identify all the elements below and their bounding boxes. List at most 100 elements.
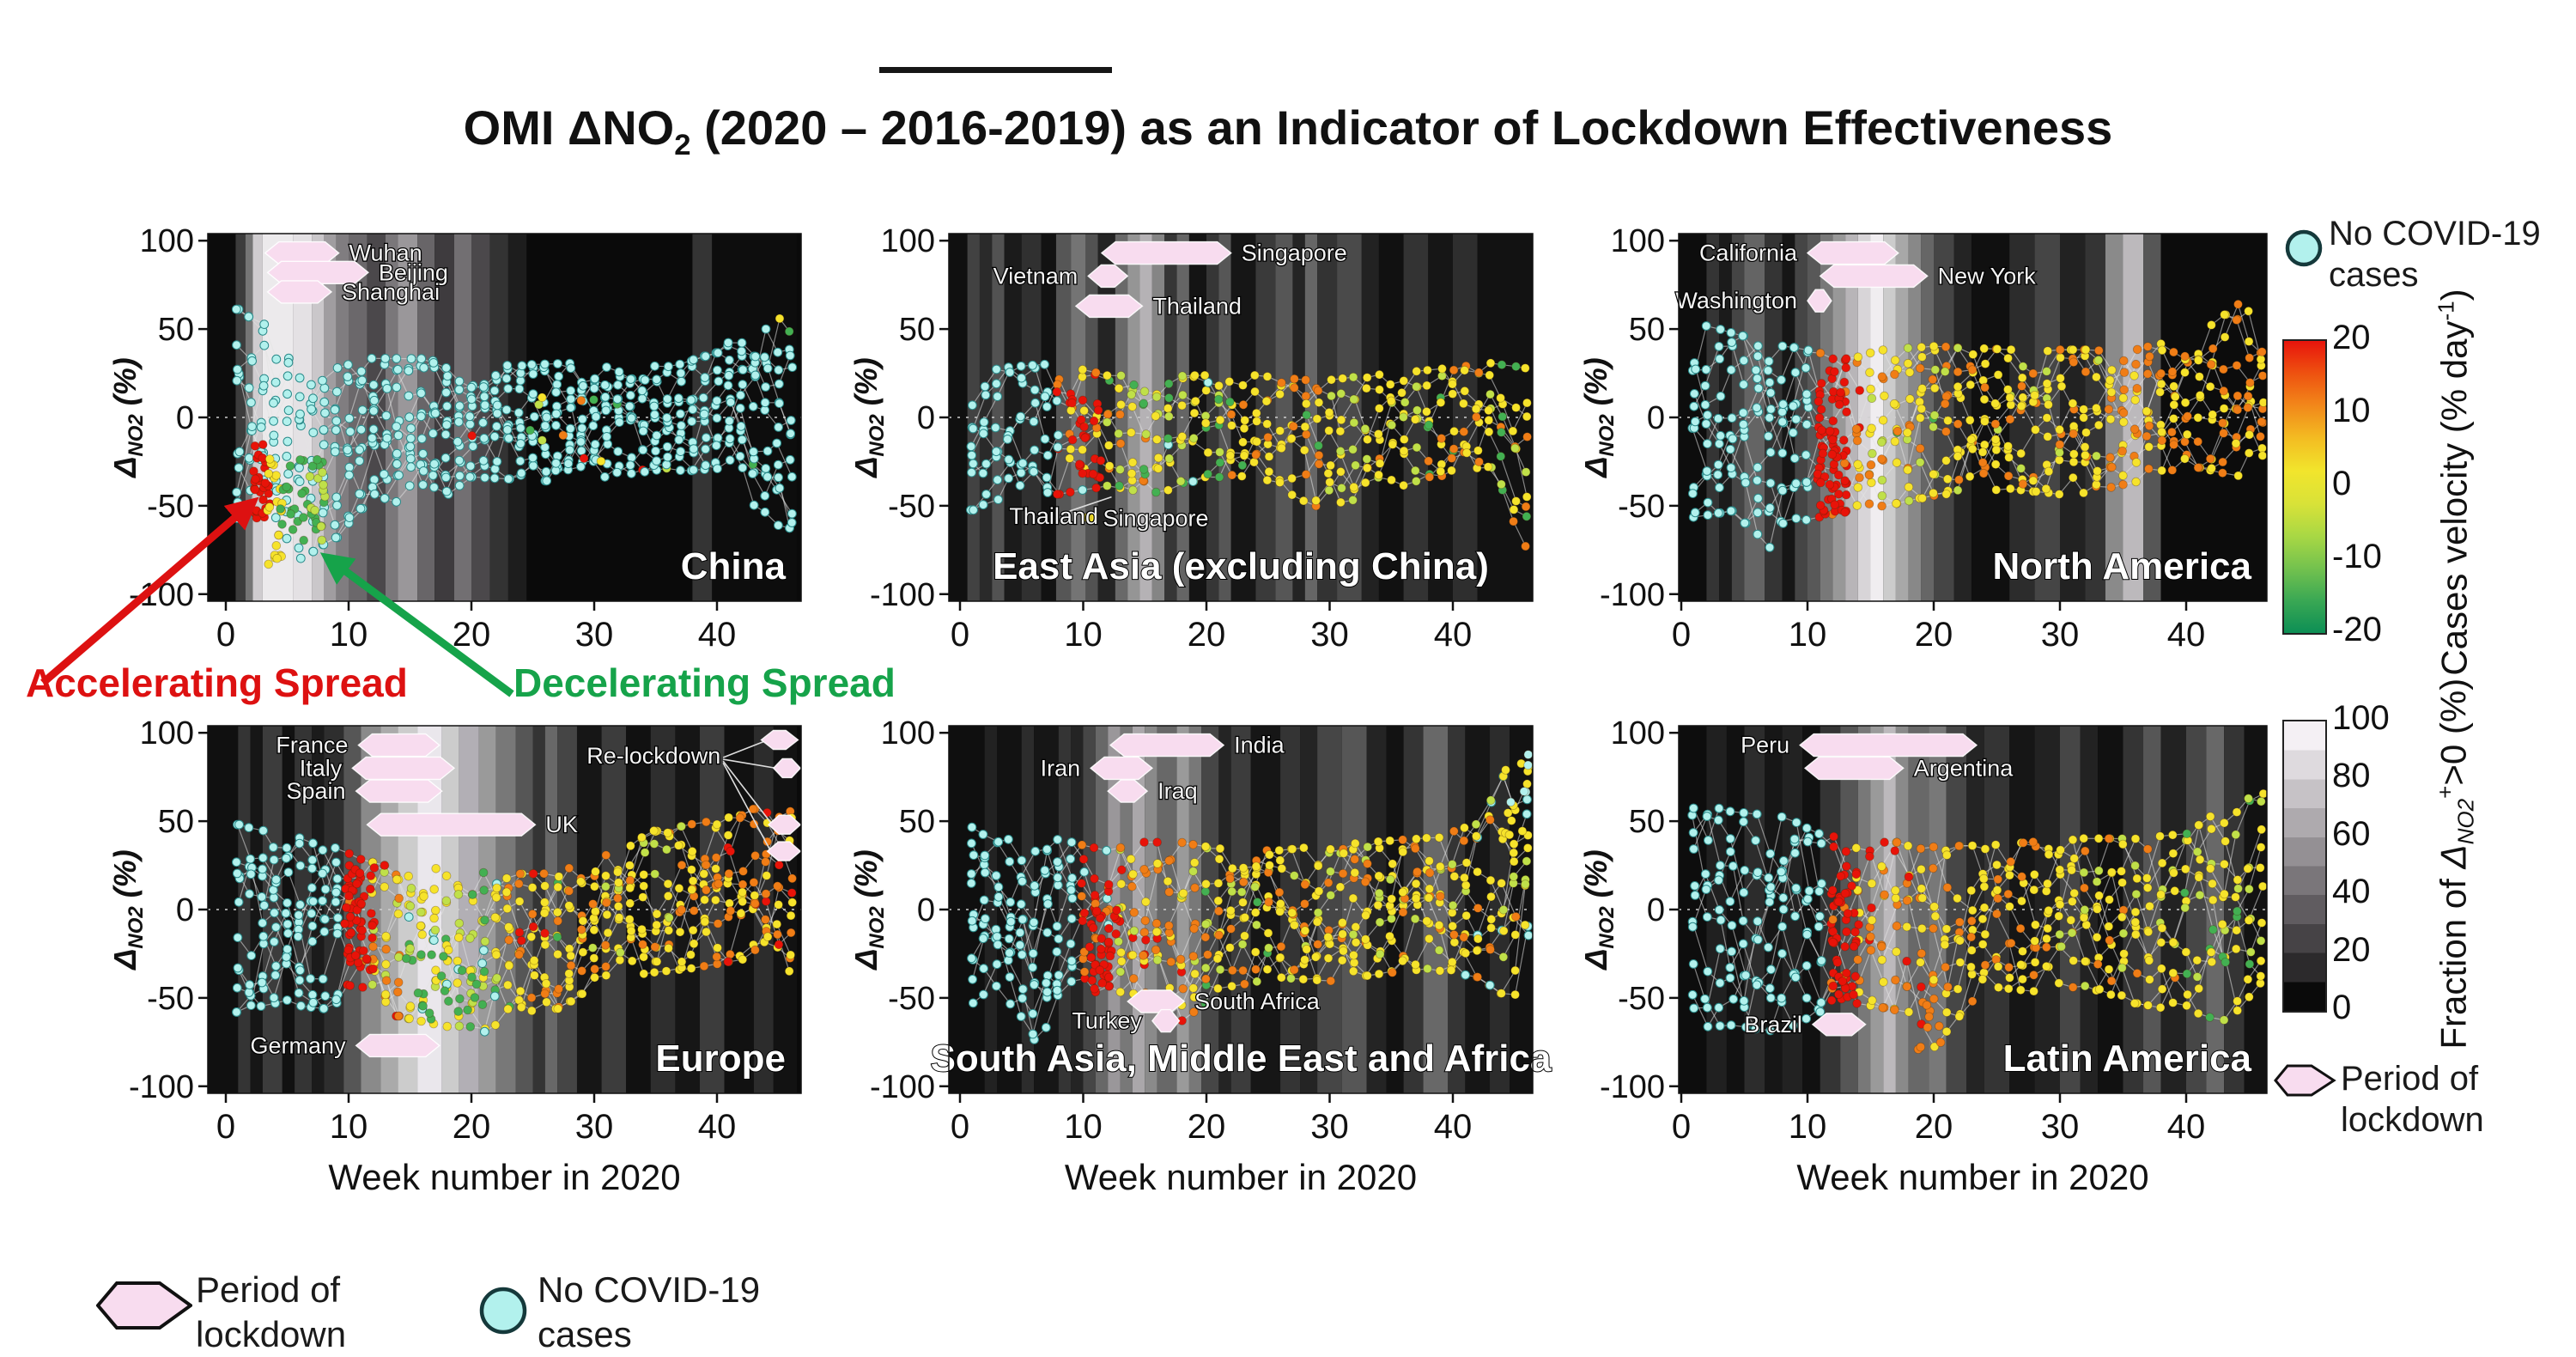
scatter-points <box>231 304 798 569</box>
legend-lockdown-right-line1: Period of <box>2341 1060 2479 1098</box>
lockdown-label: Brazil <box>1744 1012 1802 1038</box>
fraction-colorbar <box>2282 720 2327 1013</box>
velocity-tick-label: -10 <box>2332 538 2382 575</box>
lockdown-hexagon <box>1089 756 1154 781</box>
y-tick-label: 100 <box>1611 715 1665 752</box>
y-tick-label: 50 <box>1629 804 1665 840</box>
legend-no-cases-bottom-line2: cases <box>538 1314 632 1354</box>
x-tick-label: 30 <box>1310 1108 1349 1146</box>
y-axis-label: ΔNO2 (%) <box>107 849 148 971</box>
fraction-label-sub: NO2 <box>2452 798 2479 845</box>
lockdown-hexagon <box>768 814 802 835</box>
y-tick-label: -100 <box>129 1069 194 1105</box>
decelerating-arrow <box>319 552 514 697</box>
lockdown-label: Thailand <box>1152 293 1242 319</box>
lockdown-hexagon <box>1074 294 1144 319</box>
lockdown-label: France <box>276 733 348 758</box>
y-tick-label: 0 <box>176 892 194 928</box>
x-tick-label: 40 <box>2167 1108 2206 1146</box>
title-part3: ) as an Indicator of Lockdown Effectiven… <box>1110 100 2113 155</box>
lockdown-hexagon <box>1799 733 1978 758</box>
y-axis-label: ΔNO2 (%) <box>848 357 889 479</box>
lockdown-hexagon <box>357 733 440 758</box>
lockdown-hexagon <box>1087 264 1129 289</box>
y-tick-label: 100 <box>881 715 935 752</box>
velocity-label-post: ) <box>2433 289 2475 301</box>
y-tick-label: -50 <box>147 981 194 1017</box>
x-tick-label: 0 <box>216 616 235 654</box>
lockdown-label: UK <box>545 812 578 837</box>
lockdown-label: Germany <box>251 1032 347 1058</box>
legend-no-cases-line2: cases <box>2329 256 2419 294</box>
region-name: South Asia, Middle East and Africa <box>931 1038 1552 1080</box>
figure-title: OMI ΔNO2 (2020 – 2016-2019) as an Indica… <box>0 67 2576 162</box>
callout-label: Thailand <box>1009 503 1098 529</box>
x-tick-label: 0 <box>216 1108 235 1146</box>
x-tick-label: 40 <box>1434 1108 1473 1146</box>
lockdown-label: Vietnam <box>993 263 1078 289</box>
legend-lockdown-right: Period of lockdown <box>2341 1058 2484 1141</box>
x-tick-label: 30 <box>575 1108 614 1146</box>
lockdown-label: Peru <box>1741 733 1789 758</box>
lockdown-label: Argentina <box>1914 755 2014 781</box>
x-tick-label: 10 <box>330 616 368 654</box>
x-tick-label: 10 <box>1064 616 1103 654</box>
x-tick-label: 0 <box>951 616 969 654</box>
lockdown-hexagon <box>1107 779 1149 803</box>
x-tick-label: 20 <box>453 1108 491 1146</box>
x-tick-label: 10 <box>1789 616 1827 654</box>
x-tick-label: 20 <box>1188 616 1226 654</box>
velocity-tick-label: 10 <box>2332 392 2371 429</box>
velocity-tick-label: 20 <box>2332 319 2371 356</box>
legend-no-cases-bottom: No COVID-19 cases <box>538 1268 760 1357</box>
x-tick-label: 10 <box>1064 1108 1103 1146</box>
x-tick-label: 30 <box>575 616 614 654</box>
y-tick-label: 0 <box>917 400 935 436</box>
lockdown-hexagon <box>1151 1008 1181 1033</box>
y-tick-label: -100 <box>870 577 935 613</box>
series-lines <box>235 308 793 559</box>
y-tick-label: -100 <box>1600 577 1665 613</box>
legend-lockdown-bottom-line1: Period of <box>196 1269 341 1310</box>
x-tick-label: 40 <box>698 1108 737 1146</box>
lockdown-label: Italy <box>300 755 343 781</box>
fraction-label-pre: Fraction of <box>2433 868 2474 1050</box>
fraction-tick-label: 80 <box>2332 757 2371 795</box>
accelerating-arrow <box>40 496 259 686</box>
lockdown-hexagon <box>355 779 443 803</box>
y-tick-label: 100 <box>1611 223 1665 259</box>
accelerating-spread-label: Accelerating Spread <box>26 660 408 705</box>
velocity-tick-label: -20 <box>2332 611 2382 648</box>
title-part1: OMI ΔNO <box>463 100 675 155</box>
y-tick-label: 0 <box>1647 400 1665 436</box>
y-tick-label: -100 <box>1600 1069 1665 1105</box>
panel-axes: 0 10 20 30 40 100 50 0 -50 -100 Week number in 202… <box>848 715 1534 1197</box>
y-tick-label: 50 <box>899 804 935 840</box>
x-tick-label: 40 <box>698 616 737 654</box>
lockdown-hexagon <box>760 729 799 751</box>
lockdown-hexagon <box>355 1033 440 1058</box>
y-axis-label: ΔNO2 (%) <box>848 849 889 971</box>
legend-lockdown-bottom-line2: lockdown <box>196 1314 347 1354</box>
lockdown-label: India <box>1234 733 1285 758</box>
lockdown-hexagon <box>1806 240 1899 265</box>
fraction-tick-label: 20 <box>2332 930 2371 969</box>
legend-lockdown-bottom: Period of lockdown <box>196 1268 346 1357</box>
x-tick-label: 40 <box>1434 616 1473 654</box>
lockdown-label: Spain <box>287 778 346 804</box>
y-axis-label: ΔNO2 (%) <box>1578 357 1619 479</box>
lockdown-label: Wuhan <box>349 240 422 266</box>
lockdown-hexagon <box>1819 264 1929 289</box>
panel-south-asia-middle-east-and-africa: India Iran Iraq South Africa Turkey South Asi… <box>848 715 1552 1197</box>
x-tick-label: 40 <box>2167 616 2206 654</box>
lockdown-hexagon <box>772 758 802 779</box>
x-tick-label: 30 <box>2041 1108 2080 1146</box>
lockdown-hexagon <box>351 756 456 781</box>
callout-label: Singapore <box>1103 505 1208 531</box>
